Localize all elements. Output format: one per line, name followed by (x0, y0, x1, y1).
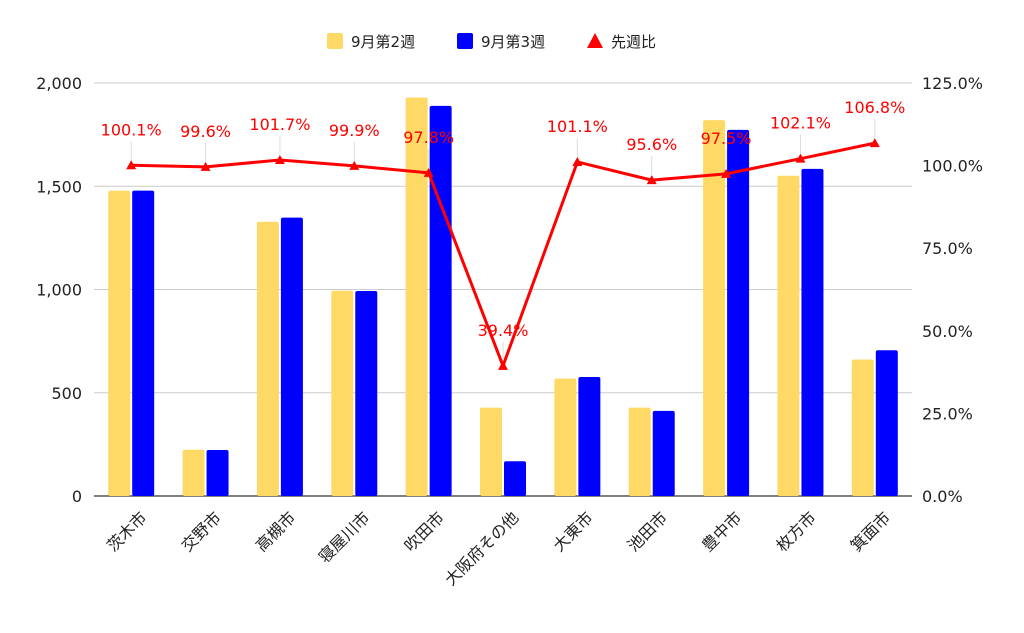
x-tick-label: 吹田市 (401, 508, 448, 555)
bar-week3 (578, 377, 601, 496)
triangle-marker (869, 138, 880, 148)
data-label: 99.6% (180, 122, 231, 141)
bar-week2 (480, 407, 502, 496)
bar-week2 (256, 221, 279, 496)
legend-triangle-icon (587, 33, 603, 48)
x-tick-label: 箕面市 (847, 508, 894, 555)
triangle-marker (126, 160, 137, 170)
x-tick-label: 枚方市 (772, 508, 819, 555)
data-label: 101.7% (249, 115, 310, 134)
bar-week3 (504, 461, 526, 496)
y-left-tick-label: 0 (72, 487, 82, 506)
triangle-marker (795, 153, 806, 163)
bar-week2 (628, 407, 651, 496)
bar-week2 (108, 190, 131, 496)
bar-week3 (206, 449, 229, 496)
bar-week3 (132, 190, 155, 497)
y-left-tick-label: 1,000 (36, 281, 82, 300)
triangle-marker (646, 175, 657, 185)
triangle-marker (349, 160, 360, 170)
data-label: 95.6% (626, 135, 677, 154)
triangle-marker (274, 154, 285, 164)
bar-week3 (801, 168, 824, 497)
triangle-marker (721, 168, 732, 178)
y-left-tick-label: 500 (51, 384, 82, 403)
y-right-tick-label: 0.0% (922, 487, 963, 506)
x-tick-label: 豊中市 (698, 508, 745, 555)
x-tick-label: 茨木市 (103, 508, 150, 555)
x-tick-label: 寝屋川市 (315, 508, 374, 567)
data-label: 97.8% (403, 128, 454, 147)
x-tick-label: 大阪府その他 (441, 508, 522, 589)
legend: 9月第2週 9月第3週 先週比 (327, 33, 656, 51)
triangle-marker (423, 167, 434, 177)
data-label: 102.1% (770, 114, 831, 133)
y-axis-left: 0 500 1,000 1,500 2,000 (36, 74, 82, 506)
legend-label: 9月第3週 (481, 33, 545, 51)
data-label: 39.4% (478, 321, 529, 340)
bar-week2 (405, 97, 428, 496)
y-left-tick-label: 1,500 (36, 177, 82, 196)
legend-label: 9月第2週 (351, 33, 415, 51)
data-label: 99.9% (329, 121, 380, 140)
legend-label: 先週比 (611, 33, 656, 51)
y-axis-right: 0.0% 25.0% 50.0% 75.0% 100.0% 125.0% (922, 74, 983, 506)
gridlines (94, 82, 912, 497)
bar-week2 (331, 290, 354, 496)
y-right-tick-label: 25.0% (922, 404, 973, 423)
bar-week2 (851, 359, 874, 496)
bar-week2 (777, 175, 800, 496)
y-right-tick-label: 100.0% (922, 157, 983, 176)
bar-week3 (875, 350, 898, 496)
data-label: 97.5% (701, 129, 752, 148)
bar-week3 (355, 290, 378, 496)
x-tick-label: 高槻市 (252, 508, 299, 555)
bar-week3 (727, 129, 750, 497)
data-label: 101.1% (547, 117, 608, 136)
data-label: 106.8% (844, 98, 905, 117)
bar-week3 (280, 217, 303, 496)
bar-week2 (182, 449, 205, 496)
triangle-marker (200, 161, 211, 171)
y-right-tick-label: 125.0% (922, 74, 983, 93)
legend-swatch (327, 33, 343, 49)
x-tick-label: 大東市 (549, 508, 596, 555)
x-tick-label: 交野市 (177, 508, 224, 555)
x-tick-label: 池田市 (624, 508, 671, 555)
bar-week2 (703, 120, 726, 497)
y-right-tick-label: 50.0% (922, 322, 973, 341)
ratio-line: 100.1% 99.6% 101.7% 99.9% 97.8% 39.4% 101.1% 95… (101, 98, 905, 370)
triangle-marker (572, 156, 583, 166)
bar-week2 (554, 378, 577, 496)
bar-week3 (652, 410, 675, 496)
data-label: 100.1% (101, 120, 162, 139)
y-right-tick-label: 75.0% (922, 239, 973, 258)
legend-swatch (457, 33, 473, 49)
bar-week3 (429, 105, 452, 496)
triangle-marker (498, 360, 508, 370)
y-left-tick-label: 2,000 (36, 74, 82, 93)
bars (108, 97, 898, 497)
